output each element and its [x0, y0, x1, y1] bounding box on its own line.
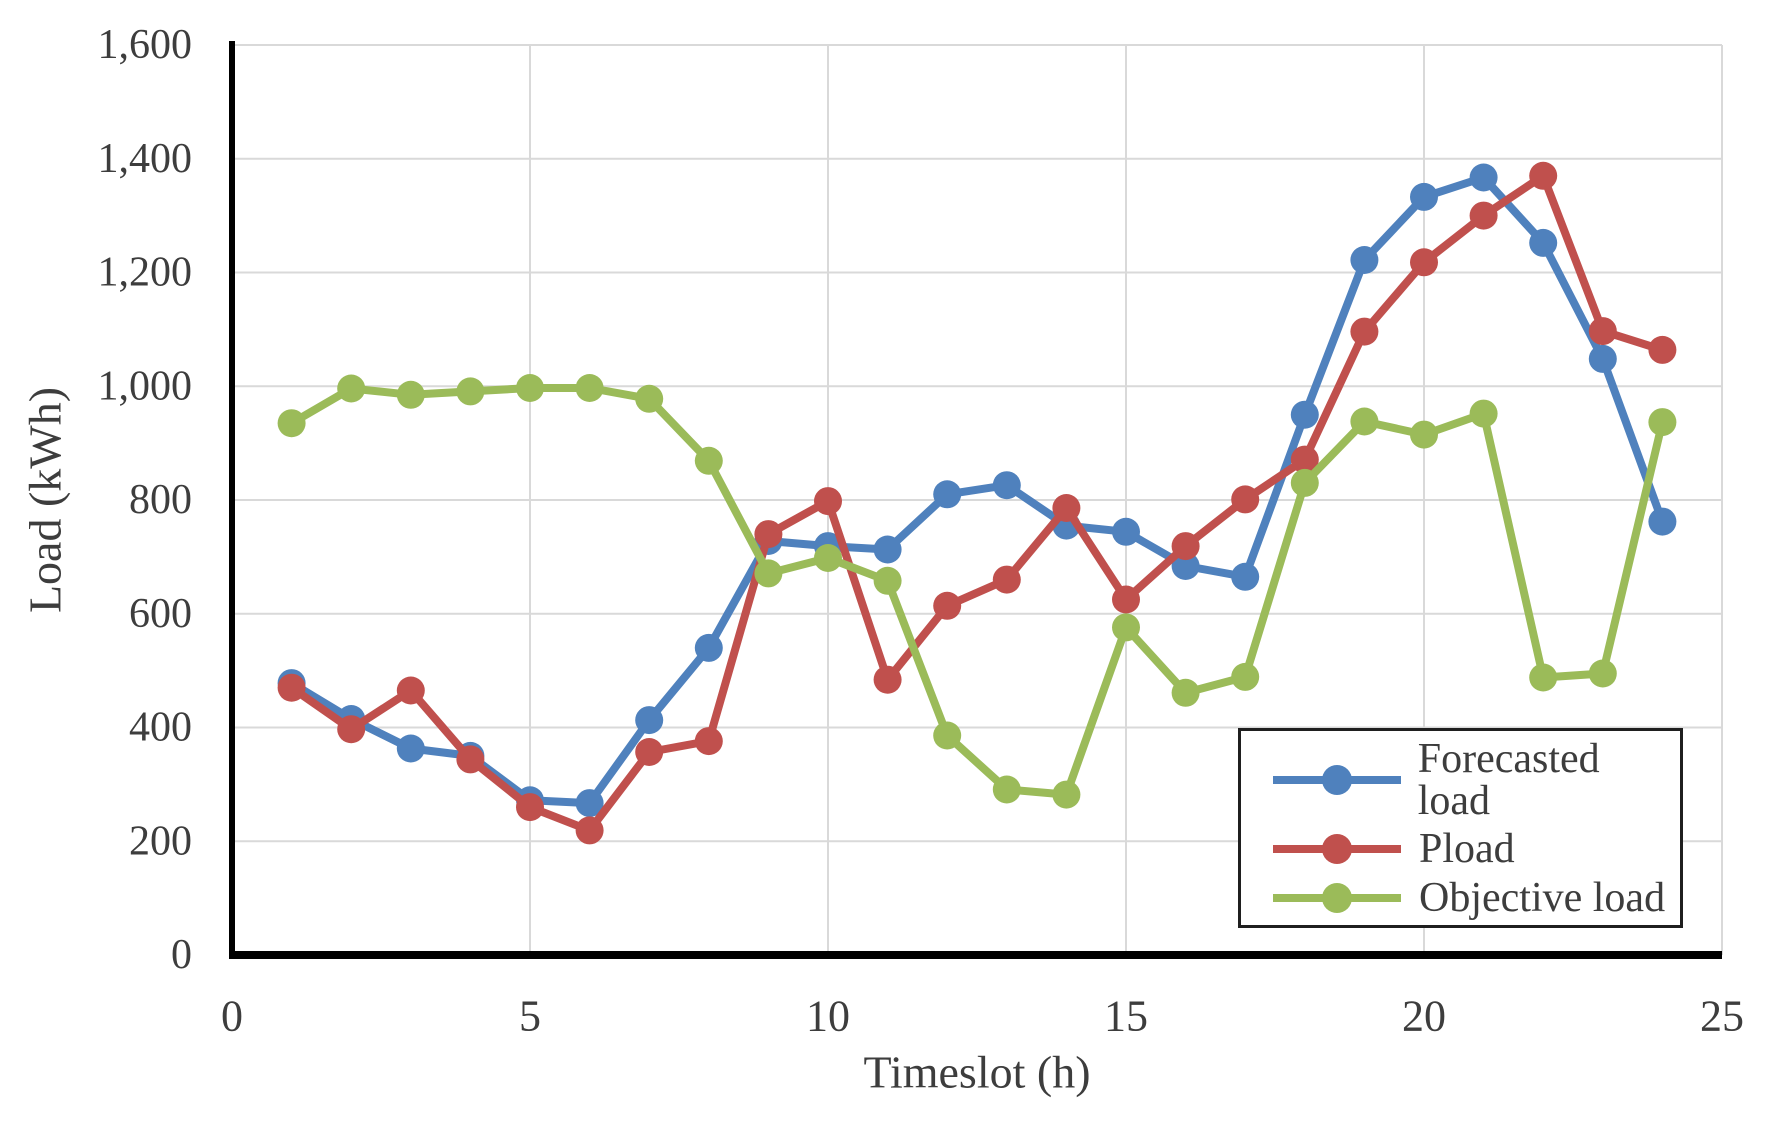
x-tick-label: 15 — [1104, 992, 1148, 1041]
data-point-objective-load-t1 — [277, 409, 306, 438]
axes — [229, 41, 1722, 959]
y-tick-label: 0 — [171, 932, 192, 978]
data-point-forecasted-load-t15 — [1112, 517, 1140, 546]
data-point-pload-t1 — [277, 673, 306, 702]
data-point-pload-t14 — [1052, 494, 1081, 522]
data-point-objective-load-t21 — [1469, 399, 1498, 428]
y-tick-label: 400 — [129, 705, 192, 751]
legend-row-pload: Pload — [1271, 828, 1680, 870]
data-point-objective-load-t12 — [933, 721, 962, 750]
y-tick-label: 1,200 — [98, 250, 193, 296]
data-point-forecasted-load-t17 — [1231, 562, 1260, 591]
legend-label: Forecasted load — [1417, 735, 1600, 824]
legend-marker-line-dot-icon — [1273, 764, 1401, 795]
data-point-forecasted-load-t21 — [1469, 163, 1498, 192]
data-point-pload-t7 — [635, 738, 664, 766]
data-point-forecasted-load-t19 — [1350, 246, 1379, 274]
x-tick-label: 20 — [1402, 992, 1446, 1041]
x-tick-label: 5 — [519, 992, 541, 1041]
data-point-pload-t4 — [456, 745, 485, 774]
y-tick-label: 1,600 — [98, 22, 193, 68]
data-point-objective-load-t11 — [873, 566, 902, 595]
x-axis-title: Timeslot (h) — [863, 1046, 1091, 1098]
legend-row-forecasted-load: Forecasted load — [1271, 738, 1680, 822]
data-point-pload-t18 — [1290, 445, 1319, 474]
data-point-forecasted-load-t16 — [1171, 552, 1200, 580]
data-point-forecasted-load-t11 — [873, 535, 902, 564]
data-point-objective-load-t24 — [1648, 408, 1677, 437]
legend: Forecasted load Pload Objective load — [1238, 728, 1683, 928]
legend-marker-line-dot-icon — [1273, 834, 1401, 864]
series-line-forecasted-load — [287, 173, 1667, 808]
data-point-pload-t23 — [1588, 317, 1617, 346]
legend-marker-line-dot-icon — [1273, 882, 1401, 913]
data-point-objective-load-t13 — [992, 775, 1021, 804]
data-point-pload-t11 — [873, 665, 902, 694]
data-point-objective-load-t20 — [1410, 420, 1438, 449]
data-point-pload-t3 — [396, 676, 425, 705]
data-point-pload-t12 — [933, 591, 962, 620]
data-point-forecasted-load-t24 — [1648, 507, 1677, 536]
data-point-pload-t2 — [337, 715, 366, 744]
data-point-objective-load-t19 — [1350, 407, 1379, 436]
data-point-forecasted-load-t13 — [992, 471, 1021, 500]
data-point-objective-load-t6 — [575, 374, 604, 402]
data-point-pload-t16 — [1171, 532, 1200, 561]
x-tick-label: 25 — [1700, 992, 1744, 1041]
data-point-objective-load-t8 — [694, 446, 723, 475]
data-point-objective-load-t2 — [337, 374, 366, 403]
y-tick-label: 600 — [129, 591, 192, 637]
data-point-pload-t24 — [1648, 335, 1677, 364]
data-point-objective-load-t14 — [1052, 780, 1081, 809]
data-point-objective-load-t7 — [635, 384, 664, 413]
data-point-forecasted-load-t3 — [396, 734, 425, 763]
data-point-forecasted-load-t20 — [1410, 182, 1438, 211]
data-point-forecasted-load-t18 — [1290, 400, 1319, 429]
data-point-forecasted-load-t22 — [1529, 228, 1558, 257]
data-point-objective-load-t5 — [516, 374, 544, 402]
data-point-pload-t19 — [1350, 317, 1379, 346]
data-point-pload-t6 — [575, 816, 604, 845]
data-point-objective-load-t23 — [1588, 659, 1617, 688]
data-point-pload-t17 — [1231, 485, 1260, 514]
data-point-objective-load-t18 — [1290, 468, 1319, 497]
data-point-forecasted-load-t6 — [575, 789, 604, 818]
y-tick-label: 800 — [129, 477, 192, 523]
y-tick-label: 1,400 — [98, 136, 193, 182]
data-point-pload-t10 — [814, 487, 842, 516]
y-tick-label: 200 — [129, 818, 192, 864]
data-point-objective-load-t9 — [754, 559, 783, 588]
data-point-objective-load-t16 — [1171, 678, 1200, 707]
data-point-forecasted-load-t7 — [635, 706, 664, 735]
data-point-pload-t13 — [992, 565, 1021, 594]
data-point-objective-load-t3 — [396, 380, 425, 409]
data-point-objective-load-t10 — [814, 544, 842, 572]
data-point-forecasted-load-t12 — [933, 480, 962, 509]
x-tick-label: 0 — [221, 992, 243, 1041]
y-axis-title: Load (kWh) — [19, 386, 71, 614]
data-point-forecasted-load-t23 — [1588, 344, 1617, 373]
data-point-objective-load-t4 — [456, 377, 485, 406]
data-point-pload-t15 — [1112, 585, 1140, 614]
data-point-pload-t8 — [694, 727, 723, 756]
legend-label: Pload — [1419, 826, 1515, 872]
data-point-objective-load-t22 — [1529, 663, 1558, 692]
data-point-pload-t22 — [1529, 161, 1558, 190]
data-point-objective-load-t15 — [1112, 613, 1140, 642]
tick-labels: 0 200 400 600 800 1,000 1,200 1,400 1,600 0 5 10 15 2… — [98, 22, 1745, 1041]
legend-row-objective-load: Objective load — [1271, 877, 1680, 919]
data-point-pload-t5 — [516, 793, 544, 822]
legend-label: Objective load — [1419, 874, 1666, 921]
data-series — [277, 161, 1677, 845]
x-tick-label: 10 — [806, 992, 850, 1041]
data-point-objective-load-t17 — [1231, 662, 1260, 691]
data-point-pload-t9 — [754, 520, 783, 549]
data-point-pload-t21 — [1469, 201, 1498, 230]
y-tick-label: 1,000 — [98, 363, 193, 409]
data-point-forecasted-load-t8 — [694, 633, 723, 662]
data-point-pload-t20 — [1410, 248, 1438, 277]
